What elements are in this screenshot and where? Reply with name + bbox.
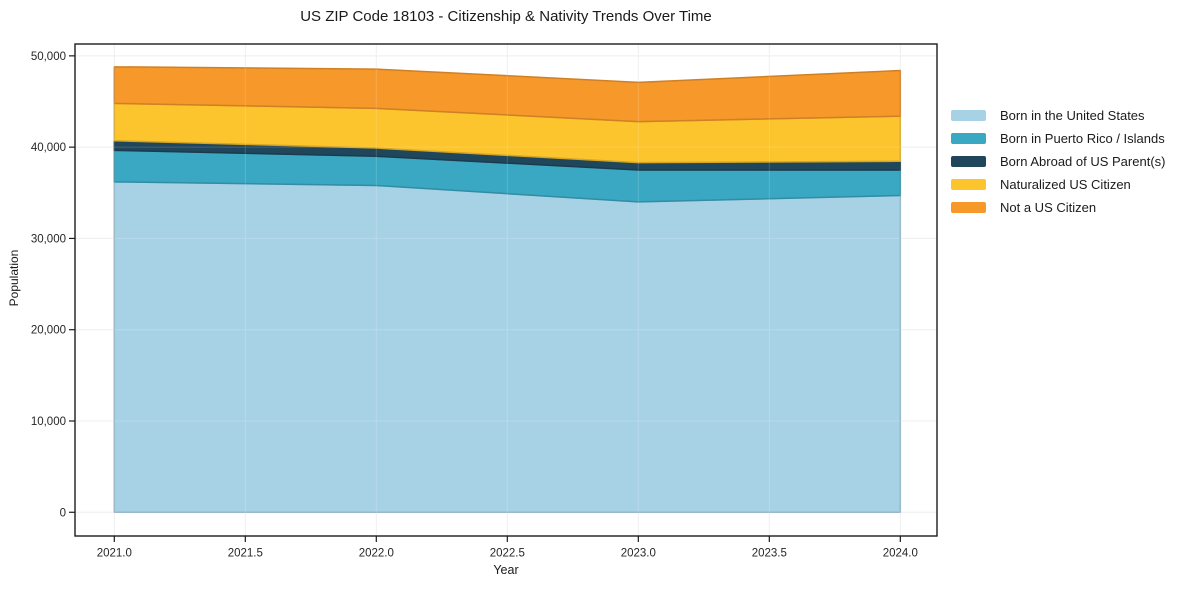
y-tick-label: 10,000 (31, 416, 66, 428)
legend-label-born-abroad: Born Abroad of US Parent(s) (1000, 154, 1166, 169)
legend-item: Born Abroad of US Parent(s) (951, 155, 1165, 168)
legend-item: Born in the United States (951, 109, 1165, 122)
y-tick-label: 30,000 (31, 233, 66, 245)
x-axis-label: Year (493, 563, 519, 577)
y-tick-label: 20,000 (31, 325, 66, 337)
y-tick-label: 50,000 (31, 51, 66, 63)
legend-label-naturalized: Naturalized US Citizen (1000, 177, 1131, 192)
area-series-4 (113, 66, 902, 123)
legend-item: Naturalized US Citizen (951, 178, 1165, 191)
legend-swatch-born-puerto-rico (951, 133, 986, 144)
legend-label-born-puerto-rico: Born in Puerto Rico / Islands (1000, 131, 1165, 146)
y-axis-label: Population (7, 249, 21, 307)
x-tick-label: 2024.0 (883, 548, 918, 560)
x-tick-label: 2022.0 (359, 548, 394, 560)
legend-label-not-citizen: Not a US Citizen (1000, 200, 1097, 215)
legend-swatch-naturalized (951, 179, 986, 190)
axis-frame (74, 43, 938, 537)
chart-title: US ZIP Code 18103 - Citizenship & Nativi… (300, 8, 712, 25)
x-tick-label: 2021.5 (228, 548, 263, 560)
x-tick-label: 2023.0 (621, 548, 656, 560)
legend-swatch-born-in-us (951, 110, 986, 121)
y-tick-label: 0 (60, 507, 66, 519)
legend-swatch-born-abroad (951, 156, 986, 167)
x-tick-label: 2022.5 (490, 548, 525, 560)
x-tick-label: 2021.0 (97, 548, 132, 560)
x-tick-label: 2023.5 (752, 548, 787, 560)
legend: Born in the United States Born in Puerto… (951, 109, 1165, 224)
legend-item: Born in Puerto Rico / Islands (951, 132, 1165, 145)
y-tick-label: 40,000 (31, 142, 66, 154)
legend-swatch-not-citizen (951, 202, 986, 213)
legend-item: Not a US Citizen (951, 201, 1165, 214)
legend-label-born-in-us: Born in the United States (1000, 108, 1145, 123)
